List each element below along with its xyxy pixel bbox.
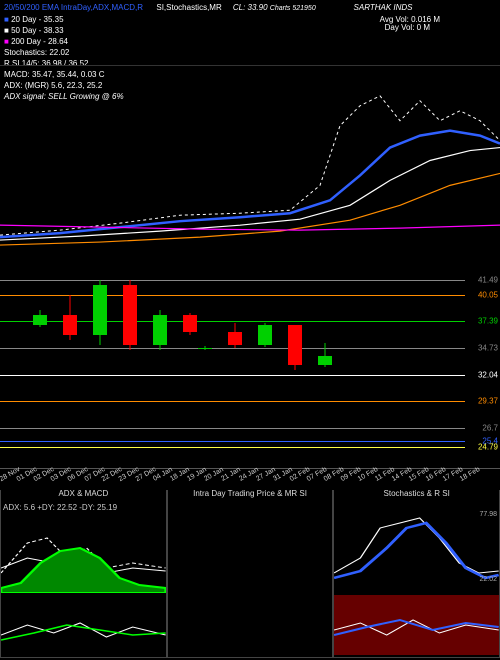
ma20-label: 20 Day - 35.35 [11, 15, 63, 24]
ma50-label: 50 Day - 38.33 [11, 26, 63, 35]
intraday-panel: Intra Day Trading Price & MR SI [167, 490, 334, 658]
date-axis: 28 Nov01 Dec02 Dec03 Dec06 Dec07 Dec22 D… [0, 468, 500, 488]
stochastics-label: Stochastics: 22.02 [4, 47, 496, 58]
candlestick-chart: 41.4940.0537.3934.7332.0429.3726.725.424… [0, 255, 500, 465]
symbol-name: SARTHAK INDS [354, 3, 413, 12]
day-vol: Day Vol: 0 M [385, 22, 430, 33]
price-level-label: 32.04 [478, 370, 498, 379]
close-price: CL: 33.90 [233, 3, 268, 12]
moving-average-chart [0, 65, 500, 255]
date-tick: 21 Jan [221, 466, 243, 483]
indicator-list: 20/50/200 EMA IntraDay,ADX,MACD,R [4, 3, 143, 12]
subpanels: ADX & MACD ADX: 5.6 +DY: 22.52 -DY: 25.1… [0, 490, 500, 658]
indicator-list-2: SI,Stochastics,MR [156, 3, 221, 12]
chart-id: Charts 521950 [270, 5, 316, 12]
stochastics-panel: Stochastics & R SI 77.98 22.02 [333, 490, 500, 658]
ma200-label: 200 Day - 28.64 [11, 37, 68, 46]
adx-values: ADX: 5.6 +DY: 22.52 -DY: 25.19 [3, 503, 117, 512]
price-level-label: 40.05 [478, 290, 498, 299]
price-level-label: 24.79 [478, 443, 498, 452]
stoch-bot-label: 22.02 [479, 576, 497, 583]
adx-macd-panel: ADX & MACD ADX: 5.6 +DY: 22.52 -DY: 25.1… [0, 490, 167, 658]
adx-macd-title: ADX & MACD [1, 489, 166, 498]
date-tick: 24 Jan [238, 466, 260, 483]
price-level-label: 37.39 [478, 317, 498, 326]
price-level-label: 26.7 [482, 424, 498, 433]
price-level-label: 29.37 [478, 397, 498, 406]
stoch-top-label: 77.98 [479, 511, 497, 518]
stoch-title: Stochastics & R SI [334, 489, 499, 498]
intraday-title: Intra Day Trading Price & MR SI [168, 489, 333, 498]
price-level-label: 34.73 [478, 343, 498, 352]
price-level-label: 41.49 [478, 276, 498, 285]
